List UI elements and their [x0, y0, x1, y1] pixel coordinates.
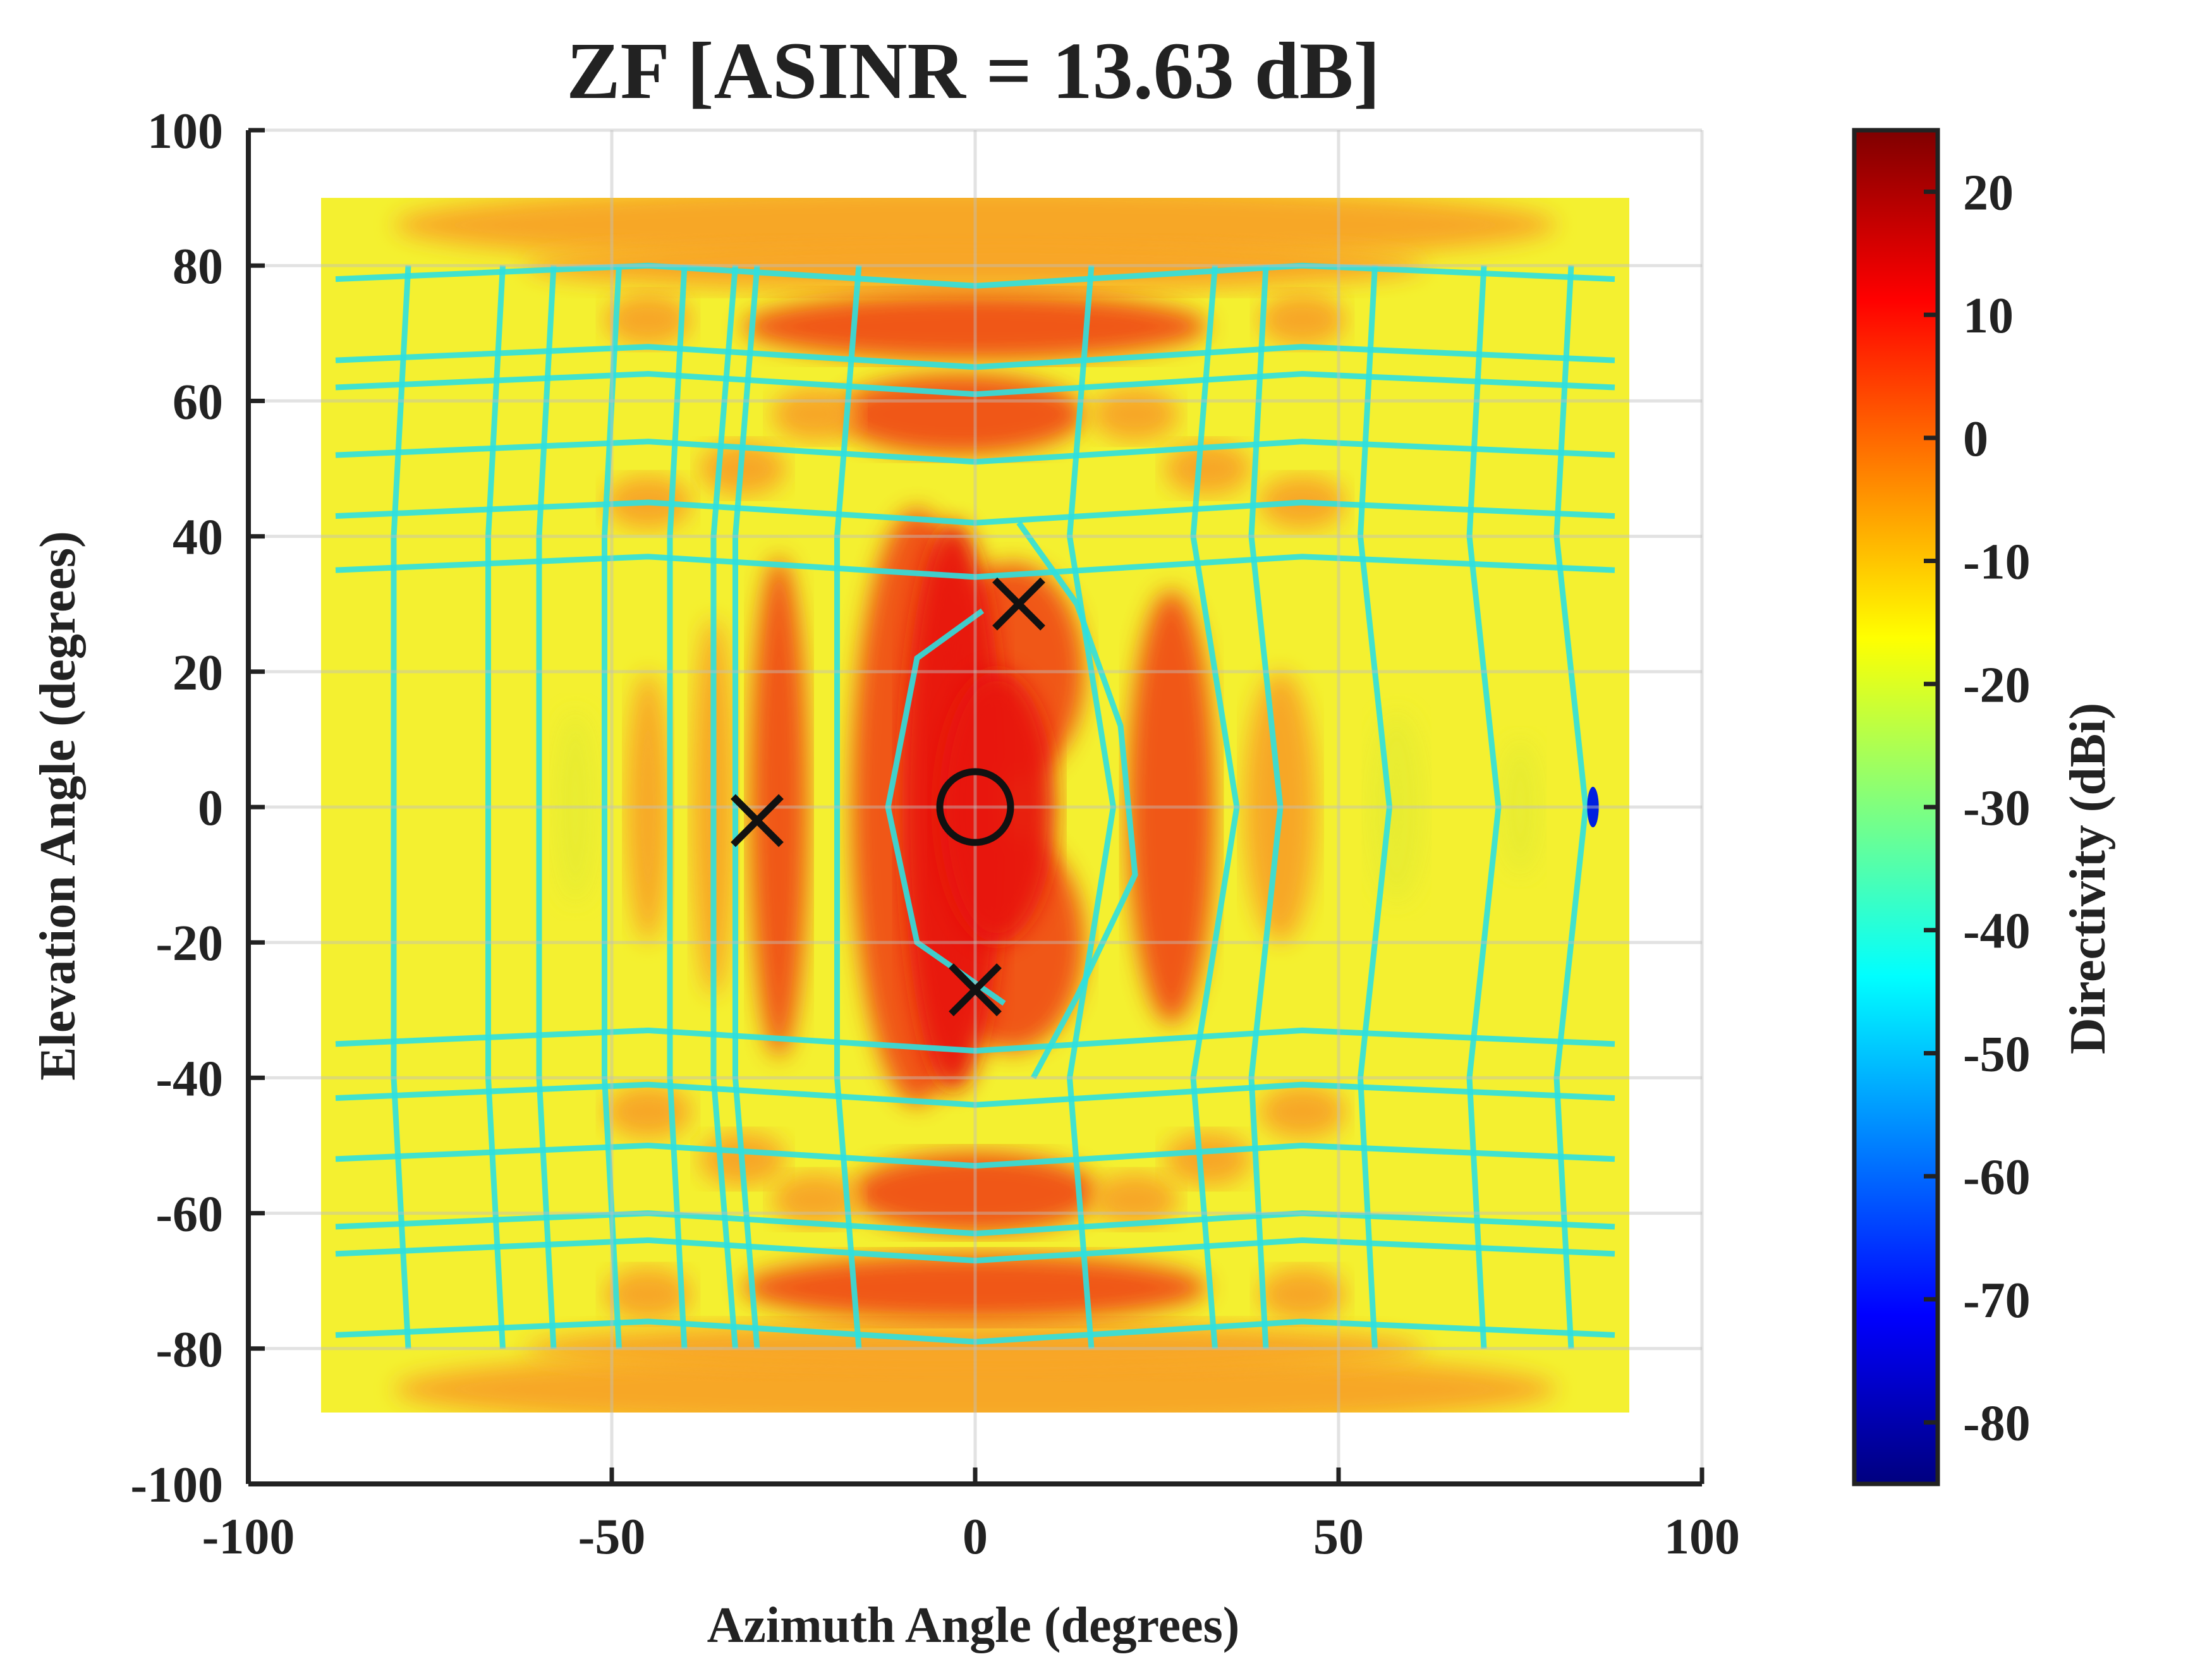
heatmap-lobe [604, 1085, 692, 1139]
heatmap-lobe [554, 712, 597, 902]
heatmap-lobe [1498, 739, 1542, 875]
y-tick-label: -20 [155, 916, 223, 971]
heatmap-lobe [1164, 1132, 1251, 1186]
x-tick-label: -50 [578, 1509, 646, 1565]
x-tick-label: 100 [1664, 1509, 1740, 1565]
heatmap-null-line [335, 371, 1615, 398]
y-tick-label: 100 [147, 104, 223, 159]
y-tick-label: -60 [155, 1187, 223, 1243]
heatmap-null-line [335, 1142, 1615, 1169]
x-tick-label: 0 [963, 1509, 988, 1565]
heatmap-lobe [851, 1152, 1099, 1234]
x-axis-label: Azimuth Angle (degrees) [707, 1598, 1240, 1653]
colorbar-tick-label: 20 [1963, 165, 2014, 221]
heatmap-lobe [604, 293, 692, 347]
colorbar-tick-label: -30 [1963, 781, 2031, 836]
y-tick-label: 60 [173, 374, 223, 430]
heatmap-null-line [667, 265, 688, 1349]
heatmap-lobe [743, 293, 1208, 361]
colorbar-tick-label: -50 [1963, 1026, 2031, 1082]
colorbar: 20 10 0 -10 -20 -30 -40 -50 -60 -70 -80 [1852, 128, 2031, 1486]
interferer-marker-stroke [731, 794, 784, 848]
chart-title: ZF [ASINR = 13.63 dB] [566, 26, 1380, 116]
heatmap-null-line [885, 608, 1006, 1006]
heatmap-null-line [391, 265, 411, 1349]
heatmap-null-line [335, 1237, 1615, 1264]
heatmap-null-line [1466, 265, 1502, 1349]
interferer-marker-stroke [949, 963, 1002, 1017]
heatmap-null-line [335, 262, 1615, 289]
y-axis-label: Elevation Angle (degrees) [30, 531, 86, 1081]
heatmap-lobe [1091, 1172, 1179, 1227]
heatmap-lobe [525, 1321, 1426, 1376]
plot-axes: -100 -50 0 50 100 100 80 60 40 20 0 -20 -40 -60 -80 -10… [130, 104, 1740, 1565]
heatmap-lobe [525, 238, 1426, 293]
heatmap-null-line [335, 439, 1615, 465]
heatmap-lobe [837, 374, 1085, 456]
colorbar-tick-label: 10 [1963, 288, 2014, 344]
y-tick-label: 40 [173, 510, 223, 566]
heatmap-lobe [1258, 1085, 1346, 1139]
y-tick-label: -40 [155, 1051, 223, 1107]
heatmap-null-line [335, 344, 1615, 370]
heatmap-deep-null [1587, 786, 1599, 828]
heatmap-null-line [335, 1081, 1615, 1108]
heatmap-null-line [335, 554, 1615, 580]
heatmap-lobe [750, 556, 808, 1058]
heatmap-lobe [772, 387, 859, 442]
interferer-marker [992, 577, 1045, 631]
x-tick-label: -100 [202, 1509, 295, 1565]
y-tick-label: 0 [198, 781, 223, 836]
heatmap-null-line [335, 1027, 1615, 1054]
colorbar-tick-label: -70 [1963, 1273, 2031, 1328]
y-tick-label: 20 [173, 645, 223, 701]
heatmap-lobe [626, 671, 670, 943]
heatmap-null-line [335, 1318, 1615, 1345]
heatmap-null-line [1066, 265, 1117, 1349]
colorbar-tick-label: -20 [1963, 657, 2031, 713]
heatmap-lobe [743, 1253, 1208, 1322]
y-tick-label: -80 [155, 1322, 223, 1378]
colorbar-label: Directivity (dBi) [2060, 703, 2116, 1054]
heatmap-lobe [1164, 441, 1251, 496]
heatmap-lobe [1127, 590, 1215, 1024]
heatmap-null-line [335, 499, 1615, 526]
grid-lines [248, 128, 1704, 1484]
colorbar-tick-label: -10 [1963, 535, 2031, 590]
y-tick-label: -100 [130, 1457, 223, 1513]
colorbar-tick-label: -80 [1963, 1396, 2031, 1452]
interferer-marker [731, 794, 784, 848]
heatmap-lobe [772, 1172, 859, 1227]
interferer-marker [949, 963, 1002, 1017]
heatmap-null-line [834, 265, 862, 1349]
heatmap-null-line [335, 1210, 1615, 1237]
interferer-marker-stroke [992, 577, 1045, 631]
heatmap-lobe [1258, 1267, 1346, 1322]
colorbar-tick-label: 0 [1963, 411, 1988, 467]
heatmap-lobe [1258, 293, 1346, 347]
y-tick-label: 80 [173, 239, 223, 295]
heatmap-lobe [604, 1267, 692, 1322]
user-markers [731, 577, 1045, 1017]
heatmap-lobe [939, 671, 1055, 943]
x-tick-label: 50 [1313, 1509, 1364, 1565]
heatmap-lobe [1091, 387, 1179, 442]
desired-user-marker [936, 768, 1014, 846]
colorbar-tick-label: -60 [1963, 1150, 2031, 1205]
heatmap-null-line [1016, 521, 1138, 1079]
directivity-heatmap [321, 198, 1629, 1413]
colorbar-tick-label: -40 [1963, 904, 2031, 959]
heatmap-null-line [1553, 265, 1589, 1349]
